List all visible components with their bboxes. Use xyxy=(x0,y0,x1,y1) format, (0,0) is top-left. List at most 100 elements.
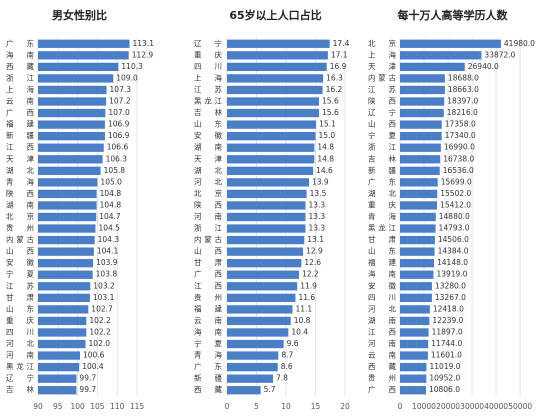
value-label: 13.3 xyxy=(308,212,325,221)
value-label: 103.2 xyxy=(93,281,115,290)
value-label: 14.8 xyxy=(317,143,334,152)
value-label: 109.0 xyxy=(116,73,138,82)
value-label: 15502.0 xyxy=(440,189,471,198)
y-tick-label: 重庆 xyxy=(368,199,397,209)
y-tick-label: 新疆 xyxy=(6,130,35,140)
y-tick-label: 内蒙古 xyxy=(368,72,397,82)
x-tick-label: 10000 xyxy=(412,402,436,411)
value-label: 10.4 xyxy=(291,327,308,336)
bar xyxy=(400,143,441,152)
value-label: 8.7 xyxy=(281,351,293,360)
value-label: 14793.0 xyxy=(439,224,470,233)
value-label: 13919.0 xyxy=(436,270,467,279)
y-tick-label: 天津 xyxy=(6,154,35,163)
value-label: 13280.0 xyxy=(435,281,466,290)
y-tick-label: 安徽 xyxy=(6,257,35,267)
value-label: 105.8 xyxy=(104,166,126,175)
bar xyxy=(400,155,441,164)
bar xyxy=(227,328,289,337)
bar xyxy=(38,132,105,141)
value-label: 104.7 xyxy=(99,212,121,221)
value-label: 12418.0 xyxy=(433,304,464,313)
value-label: 12.2 xyxy=(302,270,319,279)
y-tick-label: 新疆 xyxy=(368,165,397,175)
y-tick-label: 江西 xyxy=(6,143,35,152)
bar xyxy=(227,386,261,395)
bar xyxy=(400,97,445,106)
y-tick-label: 福建 xyxy=(368,257,397,267)
y-tick-label: 辽宁 xyxy=(368,107,396,117)
value-label: 110.3 xyxy=(121,62,143,71)
y-tick-label: 云南 xyxy=(368,350,397,360)
y-tick-label: 内蒙古 xyxy=(6,234,35,244)
value-label: 13.3 xyxy=(308,224,325,233)
y-tick-label: 青海 xyxy=(194,350,223,360)
value-label: 7.8 xyxy=(276,374,288,383)
y-tick-label: 广东 xyxy=(194,361,223,371)
value-label: 15.0 xyxy=(319,131,336,140)
bar xyxy=(38,259,94,268)
bar xyxy=(227,120,317,129)
y-tick-label: 上海 xyxy=(194,72,223,82)
value-label: 10952.0 xyxy=(429,374,460,383)
value-label: 103.1 xyxy=(93,293,115,302)
bar xyxy=(400,259,435,268)
bar xyxy=(38,97,107,106)
bar xyxy=(400,51,482,60)
bar xyxy=(38,189,97,199)
value-label: 16990.0 xyxy=(444,143,475,152)
value-label: 13267.0 xyxy=(435,293,466,302)
x-tick-label: 15 xyxy=(311,402,321,411)
bar xyxy=(400,74,445,83)
bar xyxy=(400,189,438,199)
y-tick-label: 陕西 xyxy=(368,96,397,106)
y-tick-label: 山东 xyxy=(368,246,397,256)
bar xyxy=(227,85,323,95)
bar xyxy=(38,293,90,302)
x-tick-label: 20 xyxy=(340,402,350,411)
y-tick-label: 黑龙江 xyxy=(368,223,397,233)
value-label: 12239.0 xyxy=(432,316,463,325)
x-tick-label: 0 xyxy=(225,402,230,411)
bar xyxy=(227,316,291,326)
y-tick-label: 北京 xyxy=(368,38,397,48)
y-tick-label: 甘肃 xyxy=(194,257,223,267)
y-tick-label: 安徽 xyxy=(194,130,223,140)
bar xyxy=(227,351,279,360)
value-label: 16.9 xyxy=(330,62,347,71)
bar xyxy=(400,39,501,48)
value-label: 106.9 xyxy=(108,120,130,129)
bar xyxy=(400,132,442,141)
x-tick-label: 95 xyxy=(53,402,63,411)
value-label: 106.9 xyxy=(108,131,130,140)
bar xyxy=(38,143,104,152)
bar xyxy=(227,62,327,72)
value-label: 102.0 xyxy=(89,339,111,348)
y-tick-label: 西藏 xyxy=(194,384,223,394)
y-tick-label: 贵州 xyxy=(368,373,396,383)
value-label: 15699.0 xyxy=(441,177,472,186)
y-tick-label: 河北 xyxy=(6,339,35,348)
value-label: 10.8 xyxy=(294,316,311,325)
value-label: 104.8 xyxy=(100,189,122,198)
x-tick-label: 40000 xyxy=(484,402,508,411)
bar xyxy=(400,235,435,245)
y-tick-label: 河北 xyxy=(368,304,397,313)
bar xyxy=(38,224,96,233)
value-label: 105.0 xyxy=(100,177,122,186)
value-label: 16.2 xyxy=(326,85,343,94)
y-tick-label: 河北 xyxy=(194,177,223,186)
y-tick-label: 重庆 xyxy=(194,49,223,59)
y-tick-label: 西藏 xyxy=(6,61,35,71)
y-tick-label: 江苏 xyxy=(194,84,223,94)
bar xyxy=(38,328,87,337)
bar xyxy=(38,120,105,129)
y-tick-label: 四川 xyxy=(368,293,396,302)
value-label: 100.4 xyxy=(82,362,104,371)
bar xyxy=(227,97,320,106)
bar xyxy=(38,305,89,314)
value-label: 103.8 xyxy=(96,270,118,279)
value-label: 113.1 xyxy=(133,39,155,48)
bar xyxy=(400,212,436,222)
bar xyxy=(227,259,302,268)
